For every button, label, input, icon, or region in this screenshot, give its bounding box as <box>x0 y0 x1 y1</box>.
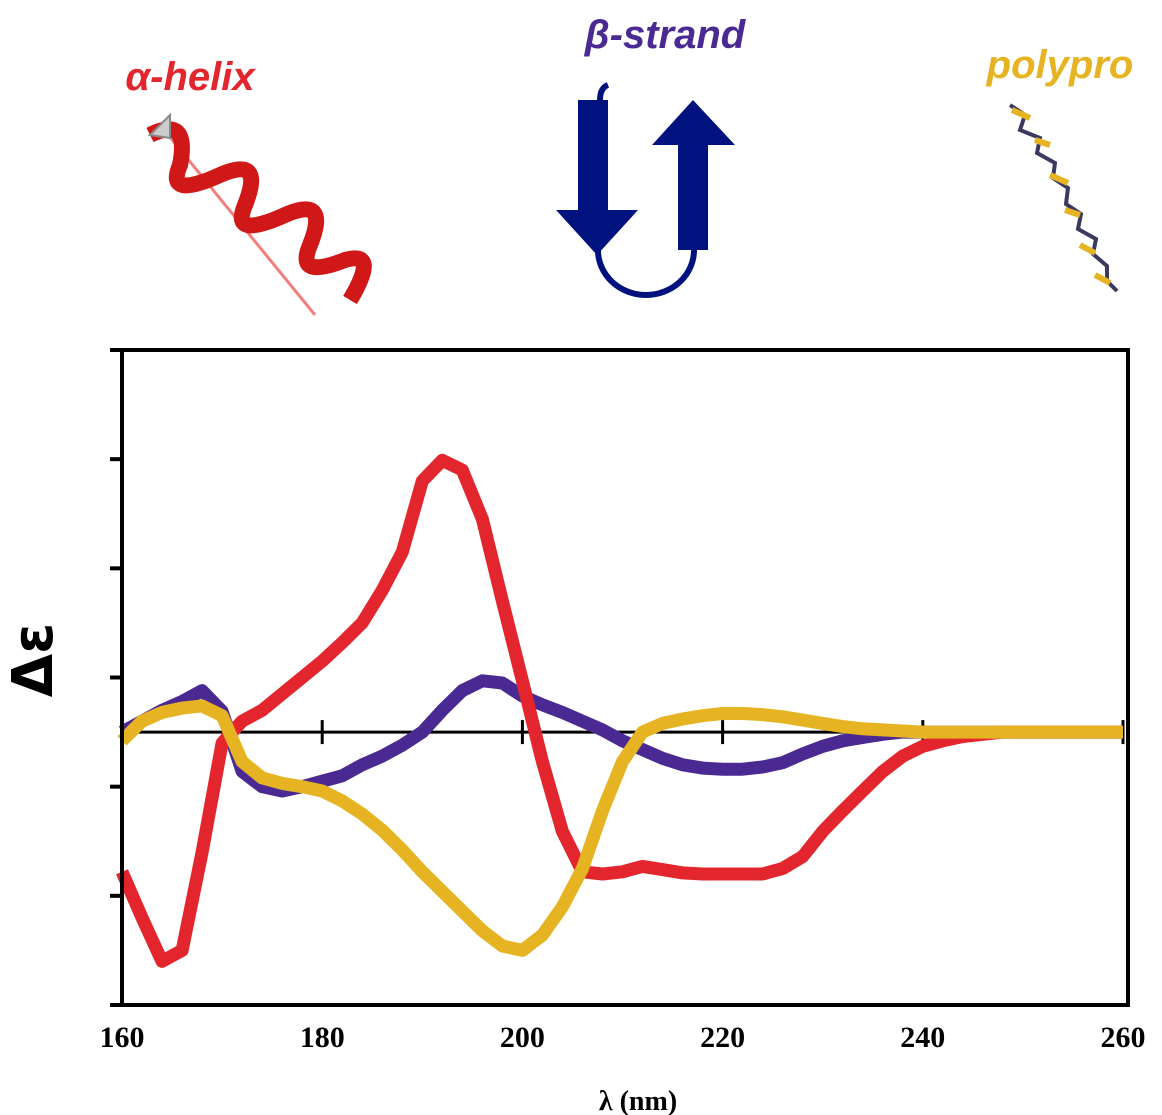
helix-icon <box>146 112 372 316</box>
x-tick-label: 200 <box>500 1021 545 1054</box>
legend-label: α-helix <box>125 55 256 99</box>
x-tick-label: 240 <box>900 1021 945 1054</box>
strand-icon <box>556 82 735 298</box>
x-tick-label: 220 <box>700 1021 745 1054</box>
legend-label: polypro <box>986 43 1134 87</box>
data-line <box>117 699 1123 957</box>
y-axis-label: Δε <box>1 623 66 698</box>
plot-area <box>110 348 1125 1007</box>
x-tick-label: 180 <box>300 1021 345 1054</box>
polypro-icon <box>1008 103 1119 293</box>
legend-label: β-strand <box>584 13 747 57</box>
plot-frame <box>120 348 1130 1007</box>
data-line <box>116 453 1123 968</box>
x-tick-label: 160 <box>100 1021 145 1054</box>
x-tick-label: 260 <box>1101 1021 1146 1054</box>
x-axis-label: λ (nm) <box>599 1086 677 1115</box>
